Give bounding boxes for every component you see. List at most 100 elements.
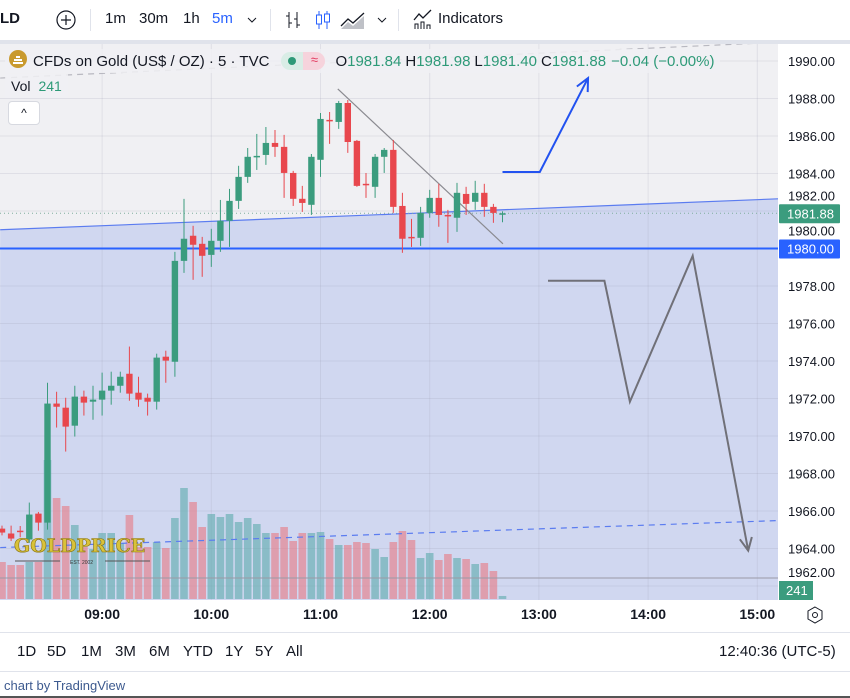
candle[interactable] — [335, 100, 342, 129]
candle[interactable] — [226, 188, 233, 247]
candle[interactable] — [108, 371, 115, 405]
candle-body — [490, 206, 497, 213]
market-status-badge[interactable]: ≈ — [281, 52, 326, 70]
candle[interactable] — [299, 185, 306, 212]
candle[interactable] — [390, 139, 397, 213]
range-ytd[interactable]: YTD — [183, 643, 213, 660]
settings-icon[interactable] — [806, 606, 824, 629]
downtrend-line[interactable] — [337, 88, 504, 245]
symbol-name[interactable]: LD — [0, 10, 20, 27]
chevron-down-icon[interactable] — [247, 12, 257, 29]
candle[interactable] — [499, 211, 506, 223]
tradingview-attribution-link[interactable]: chart by TradingView — [4, 678, 126, 693]
range-all[interactable]: All — [286, 643, 303, 660]
volume-bar — [362, 543, 370, 599]
candle[interactable] — [98, 372, 106, 416]
candle[interactable] — [399, 192, 406, 253]
candle[interactable] — [381, 148, 388, 173]
range-3m[interactable]: 3M — [115, 643, 136, 660]
bars-icon[interactable] — [283, 10, 303, 34]
interval-1m[interactable]: 1m — [105, 10, 126, 27]
price-chart[interactable]: GOLDPRICE EST. 2002 1990.00 1988.00 1986.0… — [0, 0, 850, 630]
candle[interactable] — [208, 228, 215, 267]
range-1m[interactable]: 1M — [81, 643, 102, 660]
candle[interactable] — [162, 350, 169, 383]
candle[interactable] — [280, 134, 288, 198]
price-tick-label: 1990.00 — [788, 54, 835, 69]
interval-30m[interactable]: 30m — [139, 10, 169, 27]
candle[interactable] — [290, 170, 297, 206]
candle[interactable] — [62, 397, 69, 452]
timezone-clock[interactable]: 12:40:36 (UTC-5) — [719, 643, 836, 660]
candle-body — [98, 390, 106, 400]
candle[interactable] — [481, 183, 488, 217]
area-icon[interactable] — [340, 10, 366, 34]
candle[interactable] — [317, 112, 324, 177]
candle[interactable] — [462, 186, 470, 215]
candle[interactable] — [135, 376, 142, 407]
candles-icon[interactable] — [313, 10, 333, 34]
candle[interactable] — [153, 353, 160, 410]
candle[interactable] — [26, 502, 33, 543]
candle[interactable] — [371, 154, 379, 198]
candle[interactable] — [235, 165, 242, 209]
interval-5m-active[interactable]: 5m — [212, 10, 233, 27]
candle[interactable] — [444, 209, 452, 243]
candle-body — [462, 193, 470, 204]
range-5d[interactable]: 5D — [47, 643, 67, 660]
candle[interactable] — [35, 511, 42, 531]
range-6m[interactable]: 6M — [149, 643, 170, 660]
candle[interactable] — [171, 251, 179, 377]
candle[interactable] — [89, 385, 97, 420]
candle[interactable] — [262, 127, 270, 165]
candle[interactable] — [253, 133, 260, 170]
channel-lower-line[interactable] — [0, 519, 778, 549]
bullish-projection-arrow[interactable] — [502, 77, 589, 173]
candle[interactable] — [426, 189, 433, 218]
candle[interactable] — [217, 199, 224, 252]
price-axis[interactable] — [778, 44, 850, 600]
candle[interactable] — [435, 183, 442, 227]
candle[interactable] — [44, 382, 51, 530]
candle[interactable] — [417, 206, 424, 246]
high-label: H — [405, 52, 417, 70]
collapse-legend-button[interactable]: ^ — [8, 101, 40, 125]
chevron-down-icon[interactable] — [377, 12, 387, 29]
indicators-button[interactable]: Indicators — [438, 10, 504, 27]
candle[interactable] — [490, 203, 497, 223]
candle[interactable] — [189, 225, 197, 280]
range-5y[interactable]: 5Y — [255, 643, 274, 660]
candle[interactable] — [472, 180, 479, 210]
bearish-projection-arrow[interactable] — [548, 252, 750, 551]
range-1d[interactable]: 1D — [17, 643, 37, 660]
candle[interactable] — [53, 391, 60, 428]
symbol-title[interactable]: CFDs on Gold (US$ / OZ) · 5 · TVC — [33, 52, 270, 70]
candle[interactable] — [244, 148, 251, 183]
candle[interactable] — [271, 130, 279, 157]
candle[interactable] — [453, 182, 461, 232]
volume-last-label-box — [779, 581, 813, 600]
candle[interactable] — [71, 385, 78, 437]
plus-circle-icon[interactable] — [55, 9, 77, 35]
channel-mid-line[interactable] — [0, 198, 778, 231]
interval-1h[interactable]: 1h — [183, 10, 200, 27]
candle[interactable] — [308, 154, 315, 215]
range-1y[interactable]: 1Y — [225, 643, 244, 660]
candle[interactable] — [180, 198, 188, 273]
candle[interactable] — [0, 525, 6, 536]
indicators-icon[interactable] — [412, 9, 434, 35]
candle[interactable] — [126, 346, 133, 401]
candle[interactable] — [144, 393, 151, 416]
candle[interactable] — [80, 390, 88, 416]
candle[interactable] — [353, 139, 361, 187]
candle[interactable] — [326, 112, 333, 144]
time-axis[interactable]: 09:00 10:00 11:00 12:00 13:00 14:00 15:00 — [0, 600, 850, 630]
volume-label[interactable]: Vol — [11, 78, 31, 94]
candle[interactable] — [199, 236, 206, 277]
candle[interactable] — [408, 218, 415, 247]
candle[interactable] — [362, 172, 370, 198]
candle[interactable] — [344, 100, 351, 153]
candle[interactable] — [7, 525, 15, 541]
candle[interactable] — [17, 526, 24, 538]
candle[interactable] — [117, 371, 124, 393]
